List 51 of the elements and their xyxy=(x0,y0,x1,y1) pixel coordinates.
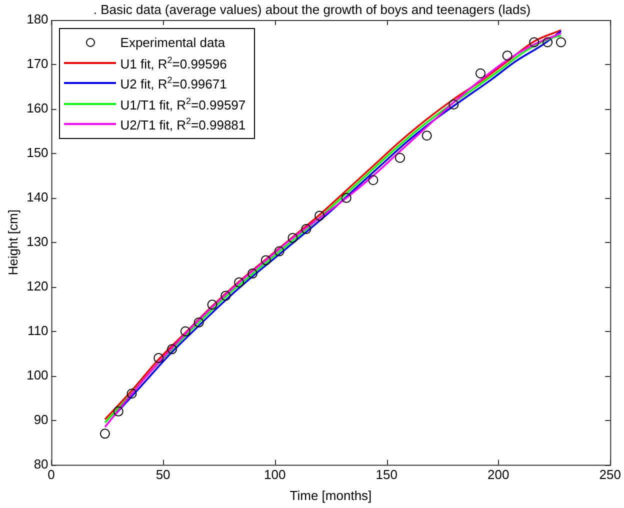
legend-label: U1 fit, R$^{2}$=0.99596 xyxy=(120,54,227,71)
legend-label: U2/T1 fit, R$^{2}$=0.99881 xyxy=(120,116,246,132)
legend-label: U1/T1 fit, R$^{2}$=0.99597 xyxy=(120,96,246,112)
point xyxy=(113,406,124,416)
point xyxy=(288,232,298,243)
point xyxy=(180,326,190,336)
point xyxy=(301,224,312,234)
point xyxy=(247,268,258,279)
y-tick-label: 180 xyxy=(26,12,48,27)
point xyxy=(154,353,164,364)
point xyxy=(556,37,566,48)
legend-label: U2 fit, R$^{2}$=0.99671 xyxy=(120,75,227,92)
y-tick-label: 130 xyxy=(26,234,48,249)
point xyxy=(476,68,486,78)
x-tick-label: 150 xyxy=(376,467,398,482)
point xyxy=(314,210,325,221)
point xyxy=(126,388,137,399)
y-tick-label: 110 xyxy=(28,322,48,338)
y-tick-label: 80 xyxy=(34,456,48,472)
point xyxy=(368,175,378,186)
point xyxy=(529,37,540,48)
point xyxy=(100,428,110,439)
point xyxy=(341,192,352,203)
y-tick-label: 160 xyxy=(26,100,48,116)
x-tick-label: 100 xyxy=(264,467,286,482)
point xyxy=(220,290,231,301)
x-tick-label: 200 xyxy=(488,467,510,482)
point xyxy=(395,152,406,163)
point xyxy=(274,246,284,256)
point xyxy=(194,317,204,328)
y-tick-label: 120 xyxy=(26,278,48,294)
x-tick-label: 250 xyxy=(599,467,622,482)
x-tick-label: 50 xyxy=(156,467,170,482)
x-tick-label: 0 xyxy=(48,467,55,482)
point xyxy=(448,100,459,110)
y-tick-label: 150 xyxy=(26,145,48,160)
point xyxy=(422,130,432,141)
point xyxy=(234,277,244,288)
y-tick-label: 90 xyxy=(34,412,48,427)
y-axis-title: Height [cm] xyxy=(5,210,20,276)
y-tick-label: 170 xyxy=(26,56,48,72)
x-axis-title: Time [months] xyxy=(290,488,372,503)
point xyxy=(207,300,218,310)
point xyxy=(542,37,553,48)
point xyxy=(502,50,512,61)
chart-title: . Basic data (average values) about the growth of boys and teenagers (lads) xyxy=(93,2,531,17)
point xyxy=(167,344,178,354)
legend-label: Experimental data xyxy=(120,34,226,50)
y-tick-label: 140 xyxy=(26,190,48,204)
y-tick-label: 100 xyxy=(26,367,48,382)
point xyxy=(260,255,271,266)
